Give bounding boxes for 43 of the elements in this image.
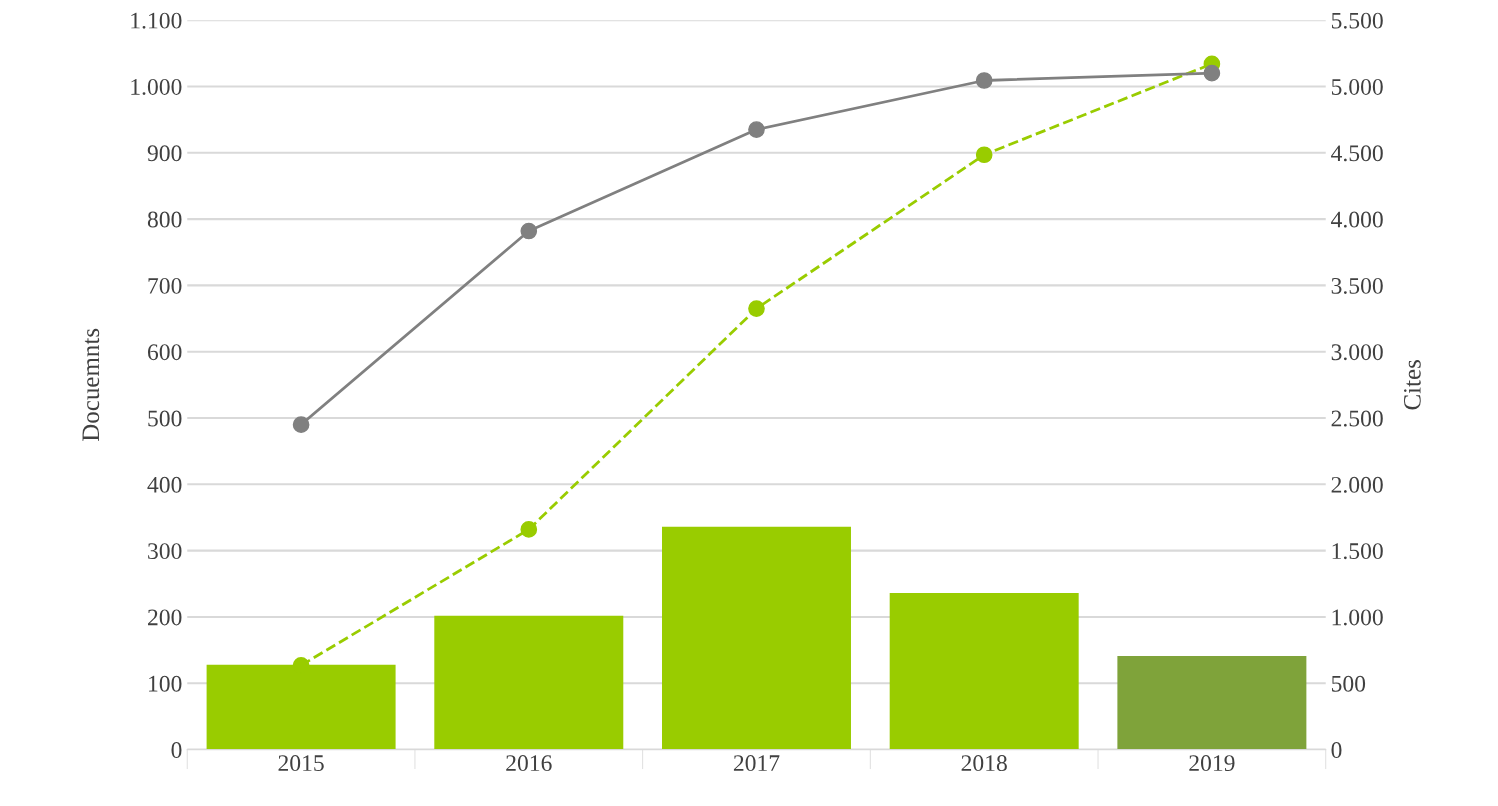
y-tick-label: 100 bbox=[149, 675, 182, 692]
y-tick-label: 0 bbox=[171, 742, 182, 758]
y2-axis-title: Cites bbox=[1403, 360, 1421, 410]
y-tick-label: 400 bbox=[147, 476, 182, 493]
y2-tick-label: 4.000 bbox=[1331, 211, 1383, 228]
point bbox=[1203, 64, 1221, 82]
y-tick-label: 700 bbox=[148, 277, 182, 294]
y2-tick-label: 1.500 bbox=[1332, 543, 1383, 560]
point bbox=[292, 416, 310, 433]
y2-tick-label: 1.000 bbox=[1332, 609, 1383, 626]
point bbox=[520, 222, 538, 240]
y2-tick-label: 3.500 bbox=[1331, 277, 1383, 294]
y-tick-label: 800 bbox=[147, 211, 182, 228]
y2-tick-label: 4.500 bbox=[1331, 145, 1383, 162]
y2-tick-label: 5.000 bbox=[1331, 78, 1383, 95]
y-tick-label: 500 bbox=[148, 410, 182, 427]
y2-tick-label: 5.500 bbox=[1331, 12, 1383, 29]
y-tick-label: 1.000 bbox=[131, 78, 182, 95]
point bbox=[975, 72, 993, 89]
y2-tick-label: 2.000 bbox=[1331, 476, 1383, 493]
y-axis-title: Docuemnts bbox=[82, 328, 100, 442]
x-tick-label: 2019 bbox=[1189, 755, 1235, 772]
y2-tick-label: 500 bbox=[1331, 675, 1366, 692]
point bbox=[975, 146, 993, 164]
x-tick-label: 2018 bbox=[961, 755, 1007, 772]
y-tick-label: 900 bbox=[147, 145, 182, 162]
y-tick-label: 300 bbox=[148, 543, 182, 560]
point bbox=[520, 521, 538, 538]
x-tick-label: 2017 bbox=[733, 755, 780, 772]
y-tick-label: 600 bbox=[147, 344, 182, 361]
y2-tick-label: 2.500 bbox=[1331, 410, 1383, 427]
y-tick-label: 1.100 bbox=[131, 12, 182, 29]
y-tick-label: 200 bbox=[148, 609, 182, 626]
x-tick-label: 2016 bbox=[506, 755, 552, 772]
y2-tick-label: 0 bbox=[1331, 742, 1342, 758]
bar bbox=[889, 593, 1079, 750]
bar bbox=[434, 615, 624, 750]
point bbox=[748, 121, 765, 138]
y2-tick-label: 3.000 bbox=[1331, 344, 1383, 361]
point bbox=[748, 300, 765, 317]
bar bbox=[662, 526, 851, 750]
bar bbox=[1117, 656, 1307, 750]
x-tick-label: 2015 bbox=[278, 755, 324, 772]
